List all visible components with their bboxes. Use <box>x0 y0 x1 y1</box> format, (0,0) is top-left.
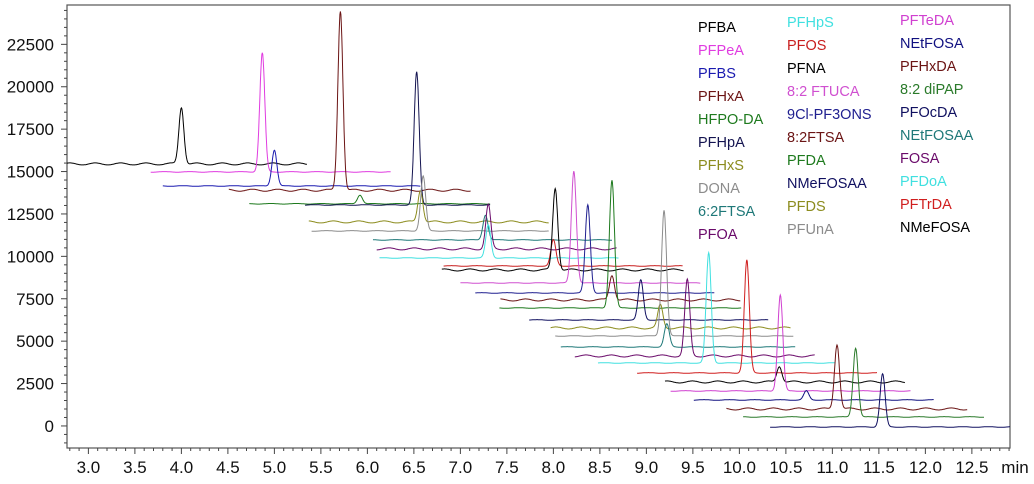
legend-entry: PFHxS <box>698 158 744 174</box>
legend-entry: PFOcDA <box>900 105 958 121</box>
x-tick-label: 5.5 <box>309 458 333 477</box>
legend-entry: 6:2FTSA <box>698 204 756 220</box>
y-tick-label: 5000 <box>16 332 54 351</box>
trace-dona <box>311 174 549 232</box>
x-tick-label: 3.0 <box>77 458 101 477</box>
x-tick-label: 11.0 <box>816 458 848 477</box>
x-tick-label: 10.5 <box>769 458 802 477</box>
x-tick-label: 7.5 <box>495 458 519 477</box>
trace-netfosa <box>693 390 934 401</box>
trace-pftrda <box>637 259 877 374</box>
legend-entry: PFUnA <box>787 222 834 238</box>
trace-pfhxda <box>726 343 968 411</box>
trace-pfpea <box>150 52 391 173</box>
x-axis-unit-label: min <box>1001 458 1028 477</box>
y-axis: 0 2500 5000 7500 10000 12500 15000 17500 20000 22… <box>7 9 67 444</box>
legend-entry: PFDA <box>787 153 826 169</box>
legend-entry: NEtFOSA <box>900 36 964 52</box>
legend-entry: PFTeDA <box>900 13 954 29</box>
trace-pfda <box>499 180 742 309</box>
trace-pfocda <box>770 372 1010 428</box>
legend-entry: PFDS <box>787 199 826 215</box>
legend-entry: 8:2 FTUCA <box>787 84 860 100</box>
legend-entry: DONA <box>698 181 740 197</box>
legend-entry: PFNA <box>787 61 826 77</box>
plot-frame <box>66 4 1011 449</box>
y-tick-label: 20000 <box>7 78 54 97</box>
x-tick-label: 7.0 <box>449 458 473 477</box>
x-tick-label: 8.0 <box>542 458 566 477</box>
trace-pfna <box>441 186 684 272</box>
legend-entry: NMeFOSA <box>900 220 970 236</box>
y-tick-label: 0 <box>45 417 54 436</box>
y-tick-label: 22500 <box>7 35 54 54</box>
x-tick-label: 12.5 <box>955 458 988 477</box>
trace-pfteda <box>670 293 911 392</box>
legend-entry: PFPeA <box>698 43 744 59</box>
trace-nmefosa <box>664 366 905 384</box>
legend-entry: NEtFOSAA <box>900 128 974 144</box>
trace-pfhpa <box>305 71 491 206</box>
x-tick-label: 9.5 <box>681 458 705 477</box>
trace-9cl-pf3ons <box>475 203 715 294</box>
x-tick-label: 4.5 <box>216 458 240 477</box>
trace-hfpo-da <box>249 194 491 205</box>
y-tick-label: 17500 <box>7 120 54 139</box>
trace-8-2-dipap <box>743 346 984 418</box>
x-tick-label: 6.5 <box>402 458 426 477</box>
legend-entry: PFOA <box>698 227 738 243</box>
x-tick-label: 3.5 <box>123 458 147 477</box>
y-tick-label: 7500 <box>16 290 54 309</box>
legend-entry: FOSA <box>900 151 940 167</box>
x-tick-label: 9.0 <box>635 458 659 477</box>
legend-entry: 8:2FTSA <box>787 130 845 146</box>
legend-entry: PFHxDA <box>900 59 957 75</box>
legend-entry: PFOS <box>787 38 826 54</box>
y-tick-label: 12500 <box>7 205 54 224</box>
legend-entry: HFPO-DA <box>698 112 764 128</box>
traces <box>67 11 1010 428</box>
legend-entry: PFBA <box>698 20 736 36</box>
legend-entry: PFHpS <box>787 15 834 31</box>
trace-netfosaa <box>560 323 796 348</box>
trace-pfba <box>67 106 308 166</box>
x-tick-label: 11.5 <box>863 458 895 477</box>
x-tick-label: 5.0 <box>263 458 287 477</box>
legend-entry: 9Cl-PF3ONS <box>787 107 872 123</box>
x-tick-label: 10.0 <box>723 458 756 477</box>
legend-entry: PFDoA <box>900 174 947 190</box>
trace-fosa <box>574 277 815 358</box>
trace-pfbs <box>162 149 421 187</box>
y-tick-label: 2500 <box>16 375 54 394</box>
x-axis: 3.0 3.5 4.0 4.5 5.0 5.5 6.0 6.5 7.0 7.5 8.0 8.5 9.0 9… <box>69 448 1010 477</box>
legend-entry: PFHxA <box>698 89 744 105</box>
legend-entry: PFHpA <box>698 135 745 151</box>
trace-pfhxs <box>308 190 549 224</box>
trace-pfhps <box>379 223 619 259</box>
legend-entry: PFBS <box>698 66 736 82</box>
x-tick-label: 4.0 <box>170 458 194 477</box>
y-tick-label: 15000 <box>7 163 54 182</box>
trace-pfos <box>443 238 683 267</box>
trace-nmefosaa <box>529 278 769 321</box>
x-tick-label: 12.0 <box>909 458 942 477</box>
trace-pfoa <box>376 203 617 251</box>
legend: PFBA PFPeA PFBS PFHxA HFPO-DA PFHpA PFHxS DONA 6… <box>698 13 974 243</box>
y-tick-label: 10000 <box>7 247 54 266</box>
trace-pfhxa <box>228 11 471 192</box>
legend-entry: 8:2 diPAP <box>900 82 963 98</box>
trace-8-2ftsa <box>500 275 741 302</box>
legend-entry: NMeFOSAA <box>787 176 867 192</box>
x-tick-label: 8.5 <box>588 458 612 477</box>
x-tick-label: 6.0 <box>356 458 380 477</box>
legend-entry: PFTrDA <box>900 197 952 213</box>
trace-pfdoa <box>597 250 836 364</box>
trace-pfuna <box>555 210 794 337</box>
